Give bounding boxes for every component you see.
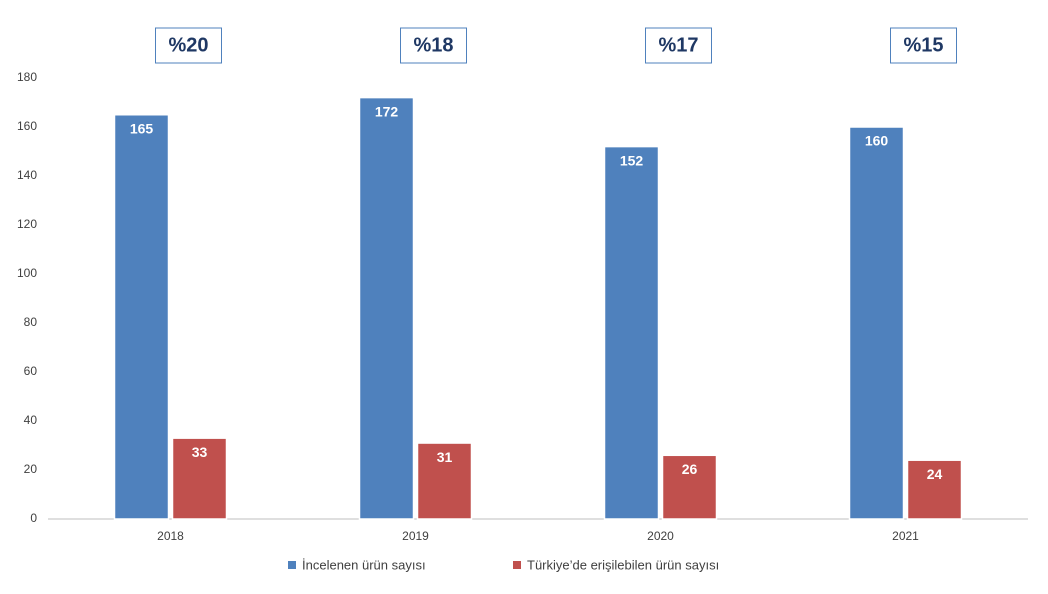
annotation: %18 [413, 34, 453, 56]
x-tick-label: 2019 [402, 529, 429, 543]
data-label: 26 [682, 461, 698, 477]
annotation-box [645, 27, 712, 64]
data-label: 24 [927, 466, 943, 482]
bar [416, 442, 473, 520]
bar [661, 454, 718, 520]
annotation-box [155, 27, 222, 64]
annotation: %17 [658, 34, 698, 56]
y-tick-label: 20 [24, 462, 38, 476]
y-tick-label: 100 [17, 266, 37, 280]
y-tick-label: 40 [24, 413, 38, 427]
y-tick-label: 140 [17, 168, 37, 182]
annotation-box [890, 27, 957, 64]
y-tick-label: 60 [24, 364, 38, 378]
annotation: %15 [903, 34, 943, 56]
y-tick-label: 80 [24, 315, 38, 329]
x-tick-label: 2018 [157, 529, 184, 543]
data-label: 160 [865, 133, 889, 149]
bar [848, 126, 905, 520]
y-tick-label: 160 [17, 119, 37, 133]
x-tick-label: 2021 [892, 529, 919, 543]
annotation-box [400, 27, 467, 64]
bar [113, 114, 170, 520]
data-label: 33 [192, 444, 208, 460]
data-label: 31 [437, 449, 453, 465]
bar [358, 96, 415, 520]
y-tick-label: 120 [17, 217, 37, 231]
legend-label: Türkiye’de erişilebilen ürün sayısı [527, 557, 719, 572]
y-tick-label: 0 [30, 511, 37, 525]
y-tick-label: 180 [17, 70, 37, 84]
x-tick-label: 2020 [647, 529, 674, 543]
legend-swatch [513, 561, 521, 569]
data-label: 152 [620, 152, 644, 168]
data-label: 165 [130, 120, 154, 136]
data-label: 172 [375, 103, 399, 119]
bar [603, 145, 660, 520]
annotation: %20 [168, 34, 208, 56]
legend-label: İncelenen ürün sayısı [302, 557, 426, 572]
bar [906, 459, 963, 520]
bar [171, 437, 228, 520]
legend-swatch [288, 561, 296, 569]
